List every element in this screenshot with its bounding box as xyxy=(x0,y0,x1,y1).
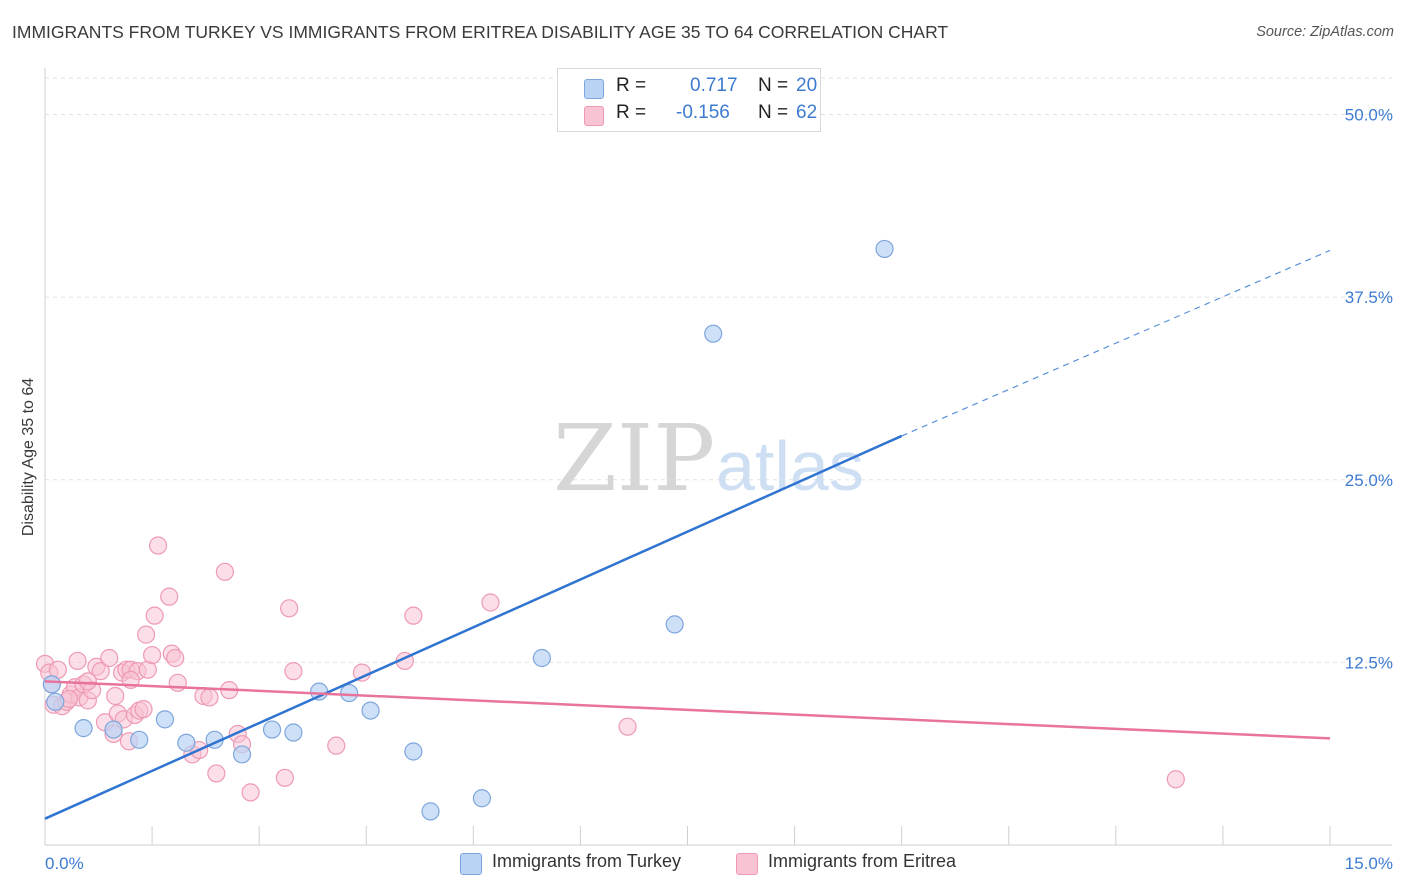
turkey-point xyxy=(46,692,65,711)
eritrea-point xyxy=(404,606,423,625)
turkey-point xyxy=(472,789,491,808)
r-label: R = xyxy=(616,102,647,123)
eritrea-legend-swatch xyxy=(736,853,758,875)
n-value: 20 xyxy=(796,75,818,96)
turkey-point xyxy=(665,615,684,634)
eritrea-point xyxy=(241,783,260,802)
turkey-points xyxy=(42,239,894,821)
r-value: 0.717 xyxy=(690,75,738,96)
eritrea-point xyxy=(136,625,156,644)
n-label: N = xyxy=(758,102,789,123)
eritrea-point xyxy=(481,593,500,612)
turkey-point xyxy=(42,675,61,694)
eritrea-trend-line xyxy=(44,680,1331,740)
turkey-point xyxy=(177,733,196,752)
r-label: R = xyxy=(616,75,647,96)
chart-title: IMMIGRANTS FROM TURKEY VS IMMIGRANTS FRO… xyxy=(12,22,949,42)
eritrea-point xyxy=(166,648,185,668)
eritrea-point xyxy=(275,768,294,787)
y-axis-label: Disability Age 35 to 64 xyxy=(20,378,37,536)
n-label: N = xyxy=(758,75,789,96)
eritrea-point xyxy=(145,606,164,625)
eritrea-point xyxy=(142,645,162,665)
eritrea-point xyxy=(215,562,234,581)
trend-lines xyxy=(44,249,1331,820)
turkey-point xyxy=(704,324,723,343)
y-tick-label: 37.5% xyxy=(1345,288,1393,307)
turkey-point xyxy=(130,730,149,749)
x-tick-labels: 0.0% 15.0% xyxy=(45,854,1393,873)
turkey-legend-swatch xyxy=(460,853,482,875)
turkey-point xyxy=(875,239,894,259)
eritrea-point xyxy=(168,673,187,692)
eritrea-point xyxy=(134,700,153,719)
turkey-point xyxy=(284,723,303,742)
y-tick-labels: 12.5% 25.0% 37.5% 50.0% xyxy=(1345,106,1393,673)
y-tick-label: 12.5% xyxy=(1345,653,1393,672)
y-tick-label: 50.0% xyxy=(1345,106,1393,125)
watermark: ZIP atlas xyxy=(553,405,864,512)
eritrea-point xyxy=(327,736,346,755)
eritrea-points xyxy=(35,536,1185,802)
x-tick-label: 15.0% xyxy=(1345,854,1393,873)
eritrea-swatch xyxy=(584,106,604,126)
turkey-point xyxy=(421,802,440,821)
eritrea-point xyxy=(280,599,299,618)
turkey-trend-extension xyxy=(901,249,1331,437)
r-value: -0.156 xyxy=(676,102,730,123)
eritrea-point xyxy=(200,688,219,707)
eritrea-legend-label: Immigrants from Eritrea xyxy=(768,851,957,871)
eritrea-point xyxy=(78,672,97,691)
eritrea-point xyxy=(91,662,110,681)
turkey-point xyxy=(404,742,423,761)
stats-legend: R = 0.717 N = 20 R = -0.156 N = 62 xyxy=(557,68,821,132)
turkey-point xyxy=(74,719,93,738)
y-tick-label: 25.0% xyxy=(1345,471,1393,490)
turkey-point xyxy=(532,648,551,668)
eritrea-point xyxy=(106,686,125,706)
n-value: 62 xyxy=(796,102,818,123)
turkey-point xyxy=(155,710,175,729)
watermark-atlas: atlas xyxy=(716,427,864,505)
turkey-point xyxy=(361,701,380,720)
eritrea-point xyxy=(100,648,119,668)
turkey-legend-label: Immigrants from Turkey xyxy=(492,851,682,871)
turkey-point xyxy=(262,720,282,739)
axes xyxy=(44,68,1392,846)
turkey-point xyxy=(340,683,359,703)
eritrea-point xyxy=(148,536,168,555)
x-tick-label: 0.0% xyxy=(45,854,84,873)
turkey-point xyxy=(104,720,123,739)
grid-lines xyxy=(45,77,1392,663)
eritrea-point xyxy=(618,717,637,736)
eritrea-point xyxy=(284,662,303,681)
eritrea-point xyxy=(207,764,226,783)
source-label: Source: ZipAtlas.com xyxy=(1256,24,1394,40)
watermark-zip: ZIP xyxy=(553,405,715,512)
turkey-swatch xyxy=(584,79,604,99)
eritrea-point xyxy=(68,651,87,671)
turkey-point xyxy=(232,745,252,764)
turkey-trend-line xyxy=(44,434,903,820)
eritrea-point xyxy=(1166,770,1185,789)
eritrea-point xyxy=(160,587,179,606)
